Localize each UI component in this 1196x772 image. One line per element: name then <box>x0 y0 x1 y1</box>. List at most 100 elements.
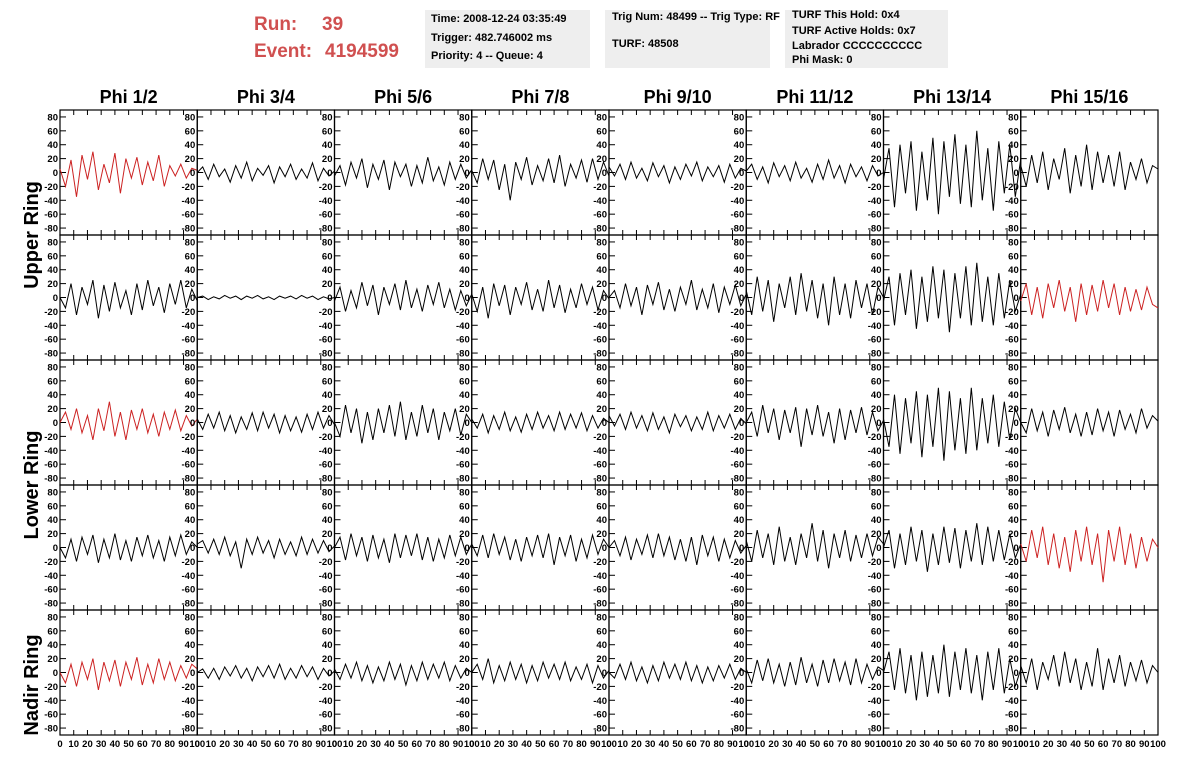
waveform <box>608 160 747 185</box>
y-tick-label: 40 <box>185 390 196 401</box>
waveform <box>745 158 884 185</box>
y-tick-label: 80 <box>734 612 745 623</box>
y-tick-label: 80 <box>1008 487 1019 498</box>
y-tick-label: 0 <box>53 418 58 429</box>
y-tick-label: 80 <box>47 362 58 373</box>
y-tick-label: 20 <box>47 654 58 665</box>
y-tick-label: -40 <box>182 196 196 207</box>
y-tick-label: -80 <box>44 474 58 485</box>
x-tick-label: 0 <box>57 739 62 750</box>
y-tick-label: -80 <box>731 349 745 360</box>
panel-frame <box>333 609 473 736</box>
y-tick-label: 0 <box>464 418 469 429</box>
y-tick-label: 80 <box>734 112 745 123</box>
y-tick-label: 40 <box>734 640 745 651</box>
y-tick-label: -40 <box>319 571 333 582</box>
panel-frame <box>59 484 198 611</box>
waveform <box>883 387 1022 461</box>
info-text: Labrador CCCCCCCCCC <box>792 40 922 52</box>
y-tick-label: 20 <box>322 529 333 540</box>
x-tick-label: 70 <box>425 739 436 750</box>
y-tick-label: 40 <box>322 640 333 651</box>
y-tick-label: 40 <box>596 515 607 526</box>
y-tick-label: -60 <box>319 460 333 471</box>
x-tick-label: 30 <box>233 739 244 750</box>
y-tick-label: -20 <box>44 307 58 318</box>
y-tick-label: 0 <box>739 293 744 304</box>
y-tick-label: 20 <box>459 154 470 165</box>
y-tick-label: 20 <box>459 654 470 665</box>
y-tick-label: -40 <box>319 321 333 332</box>
waveform <box>745 405 884 447</box>
y-tick-label: 60 <box>871 626 882 637</box>
y-tick-label: 40 <box>734 515 745 526</box>
info-text: Priority: 4 -- Queue: 4 <box>431 50 544 62</box>
x-tick-label: 60 <box>137 739 148 750</box>
y-tick-label: 20 <box>459 279 470 290</box>
y-tick-label: 40 <box>47 390 58 401</box>
y-tick-label: 60 <box>1008 626 1019 637</box>
y-tick-label: 20 <box>322 404 333 415</box>
y-tick-label: -40 <box>182 571 196 582</box>
y-tick-label: -60 <box>182 210 196 221</box>
y-tick-label: 80 <box>47 112 58 123</box>
waveform <box>608 660 747 685</box>
x-tick-label: 60 <box>274 739 285 750</box>
y-tick-label: 40 <box>47 265 58 276</box>
column-title: Phi 13/14 <box>913 87 991 107</box>
y-tick-label: 60 <box>459 126 470 137</box>
y-tick-label: 60 <box>47 251 58 262</box>
y-tick-label: -20 <box>731 182 745 193</box>
y-tick-label: 40 <box>596 640 607 651</box>
x-tick-label: 70 <box>837 739 848 750</box>
y-tick-label: 60 <box>734 376 745 387</box>
y-tick-label: 80 <box>185 487 196 498</box>
y-tick-label: 0 <box>53 543 58 554</box>
y-tick-label: -40 <box>44 446 58 457</box>
y-tick-label: 0 <box>602 293 607 304</box>
y-tick-label: -80 <box>1005 349 1019 360</box>
y-tick-label: 0 <box>190 543 195 554</box>
y-tick-label: -60 <box>593 210 607 221</box>
y-tick-label: 60 <box>322 626 333 637</box>
y-tick-label: -60 <box>182 585 196 596</box>
y-tick-label: -40 <box>44 571 58 582</box>
y-tick-label: 0 <box>876 168 881 179</box>
x-tick-label: 70 <box>288 739 299 750</box>
y-tick-label: -60 <box>456 460 470 471</box>
y-tick-label: 60 <box>459 376 470 387</box>
y-tick-label: 0 <box>1013 543 1018 554</box>
x-tick-label: 70 <box>151 739 162 750</box>
y-tick-label: 40 <box>1008 515 1019 526</box>
x-tick-label: 90 <box>315 739 326 750</box>
x-tick-label: 40 <box>796 739 807 750</box>
y-tick-label: 0 <box>190 293 195 304</box>
y-tick-label: -40 <box>868 446 882 457</box>
waveform <box>1020 648 1159 690</box>
y-tick-label: -20 <box>731 557 745 568</box>
y-tick-label: 20 <box>459 404 470 415</box>
y-tick-label: 20 <box>185 279 196 290</box>
y-tick-label: 0 <box>602 668 607 679</box>
info-text: Phi Mask: 0 <box>792 54 853 66</box>
y-tick-label: -40 <box>182 696 196 707</box>
column-title: Phi 1/2 <box>100 87 158 107</box>
y-tick-label: 60 <box>322 501 333 512</box>
y-tick-label: -80 <box>731 224 745 235</box>
y-tick-label: -60 <box>44 585 58 596</box>
y-tick-label: -80 <box>593 724 607 735</box>
x-tick-label: 70 <box>700 739 711 750</box>
x-tick-label: 40 <box>384 739 395 750</box>
y-tick-label: -20 <box>319 307 333 318</box>
y-tick-label: 80 <box>1008 612 1019 623</box>
y-tick-label: 80 <box>871 362 882 373</box>
y-tick-label: -80 <box>182 724 196 735</box>
y-tick-label: -20 <box>593 557 607 568</box>
y-tick-label: 80 <box>322 612 333 623</box>
y-tick-label: -40 <box>868 196 882 207</box>
y-tick-label: -60 <box>731 210 745 221</box>
y-tick-label: 80 <box>47 612 58 623</box>
y-tick-label: -80 <box>319 599 333 610</box>
x-tick-label: 100 <box>738 739 754 750</box>
y-tick-label: -20 <box>44 432 58 443</box>
